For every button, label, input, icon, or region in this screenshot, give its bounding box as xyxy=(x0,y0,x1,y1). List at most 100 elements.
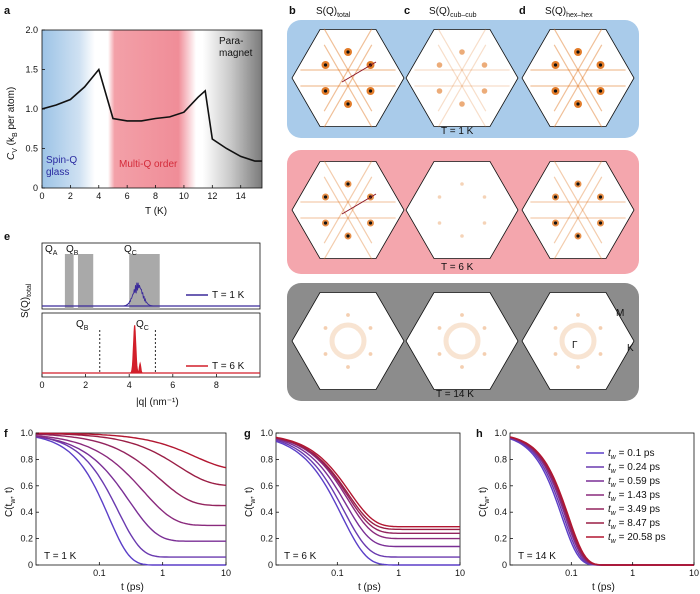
sq-bragg-spot xyxy=(323,352,328,356)
sq-bragg-spot xyxy=(598,352,603,356)
sq-bragg-spot-core xyxy=(576,102,580,106)
legend-sub: w xyxy=(611,538,617,545)
panel-h-legend-entry: tw = 20.58 ps xyxy=(608,532,666,545)
panel-e-xtick-label: 6 xyxy=(170,380,175,390)
legend-sub: w xyxy=(611,482,617,489)
sq-bragg-spot-core xyxy=(368,89,373,93)
sq-bragg-spot-core xyxy=(553,63,558,67)
panel-f-xlabel: t (ps) xyxy=(121,582,144,593)
legend-t: t xyxy=(608,532,612,543)
sq-bragg-spot-core xyxy=(598,195,603,199)
panel-e-label-QC-bottom: QC xyxy=(136,319,149,332)
panel-a-heat-capacity-curve xyxy=(42,67,262,162)
panel-a-chart: 0 2 4 6 8 10 12 14 0 0.5 1.0 1.5 2.0 Spin-Q glass Mu… xyxy=(6,25,263,217)
sq-diffuse-streak xyxy=(323,160,373,244)
sq-bragg-spot-core xyxy=(346,50,350,54)
panel-h-ytick-label: 0.8 xyxy=(494,454,507,464)
panel-g-chart: 0 0.2 0.4 0.6 0.8 1.0 0.1 1 10 t (ps) C(tw, t) T = … xyxy=(244,428,465,593)
sq-map-hexagon xyxy=(521,292,635,390)
sq-diffuse-streak xyxy=(553,176,603,260)
panel-f-chart: 0 0.2 0.4 0.6 0.8 1.0 0.1 1 10 t (ps) C(tw, t) T = … xyxy=(4,428,231,593)
panel-f-series-line xyxy=(35,435,226,558)
panel-h-ytick-label: 0.4 xyxy=(494,507,507,517)
panel-a-background-gradient xyxy=(42,30,262,188)
sq-bragg-spot xyxy=(553,352,558,356)
panel-f-xtick-label: 1 xyxy=(160,568,165,578)
panel-g-series-line xyxy=(275,440,460,566)
panel-e-label-QA: QA xyxy=(45,244,58,257)
panel-f-xtick-label: 10 xyxy=(221,568,231,578)
panel-f-ytick-label: 0.8 xyxy=(20,454,33,464)
legend-value: = 1.43 ps xyxy=(616,490,660,501)
ylabel-end: , t) xyxy=(244,487,255,499)
ylabel-sub: w xyxy=(250,498,257,505)
legend-t: t xyxy=(608,504,612,515)
sq-diffuse-streak xyxy=(553,28,603,112)
legend-t: t xyxy=(608,448,612,459)
panel-letter-f: f xyxy=(4,428,8,440)
panel-a-ytick-label: 1.0 xyxy=(25,104,38,114)
sq-map-hexagon xyxy=(405,292,519,390)
row-temp-6K: T = 6 K xyxy=(441,262,474,273)
sq-bragg-spot-core xyxy=(576,50,580,54)
panel-a-ytick-label: 0 xyxy=(33,183,38,193)
legend-value: = 3.49 ps xyxy=(616,504,660,515)
panel-a-ytick-label: 0.5 xyxy=(25,144,38,154)
ylabel-end: , t) xyxy=(4,487,15,499)
panel-letter-b: b xyxy=(289,5,296,17)
sq-diffuse-streak xyxy=(437,44,487,128)
sq-cut-line xyxy=(341,61,377,83)
region-paramagnet-line1: Para- xyxy=(219,36,243,47)
sq-bragg-spot xyxy=(482,352,487,356)
sq-bragg-spot-core xyxy=(368,221,373,225)
legend-sub: w xyxy=(611,510,617,517)
sq-bragg-spot-core xyxy=(323,89,328,93)
sq-bragg-spot xyxy=(437,326,442,330)
panel-g-ytick-label: 0.6 xyxy=(260,481,273,491)
panel-g-xlabel: t (ps) xyxy=(358,582,381,593)
panel-e-xtick-label: 0 xyxy=(39,380,44,390)
sq-diffuse-streak xyxy=(323,28,373,112)
legend-t: t xyxy=(608,462,612,473)
panel-f-series-line xyxy=(35,436,226,566)
col-title-total: S(Q)total xyxy=(316,6,351,19)
sq-diffuse-streak xyxy=(437,28,487,112)
panel-g-xtick-label: 1 xyxy=(396,568,401,578)
panel-g-series-line xyxy=(275,439,460,558)
panel-e-xtick-label: 4 xyxy=(127,380,132,390)
sq-cut-line xyxy=(341,193,377,215)
sq-bragg-spot-core xyxy=(346,182,350,186)
panel-f-frame xyxy=(35,432,227,566)
panel-g-series-line xyxy=(275,437,460,531)
sq-diffuse-streak xyxy=(553,44,603,128)
legend-t: t xyxy=(608,476,612,487)
panel-e-xtick-label: 8 xyxy=(214,380,219,390)
panel-g-frame xyxy=(275,432,461,566)
sq-bragg-spot xyxy=(436,88,443,94)
sq-bragg-spot xyxy=(436,62,443,68)
sq-diffuse-streak xyxy=(323,28,373,112)
sq-bragg-spot-core xyxy=(553,89,558,93)
region-paramagnet-line2: magnet xyxy=(219,48,253,59)
legend-t: t xyxy=(608,518,612,529)
sq-bragg-spot xyxy=(368,326,373,330)
sq-diffuse-ring xyxy=(443,322,481,360)
panel-e-chart: 0 2 4 6 8 T = 1 K T = 6 K QA QB QC QB QC |q|… xyxy=(20,242,261,408)
col-title-hex-hex: S(Q)hex–hex xyxy=(545,6,593,19)
panel-e-legend-1K: T = 1 K xyxy=(212,290,245,301)
sq-bragg-spot-core xyxy=(576,234,580,238)
panel-h-xtick-label: 1 xyxy=(630,568,635,578)
panel-a-xtick-label: 0 xyxy=(39,191,44,201)
panel-h-legend-entry: tw = 8.47 ps xyxy=(608,518,660,531)
ylabel-sub: w xyxy=(10,498,17,505)
sq-diffuse-streak xyxy=(437,28,487,112)
legend-sub: w xyxy=(611,468,617,475)
panel-f-ytick-label: 0.2 xyxy=(20,534,33,544)
panel-h-legend-entry: tw = 0.24 ps xyxy=(608,462,660,475)
sq-diffuse-ring xyxy=(329,322,367,360)
structure-factor-column-titles: S(Q)total S(Q)cub–cub S(Q)hex–hex xyxy=(316,6,593,19)
sq-bragg-spot-core xyxy=(346,234,350,238)
panel-f-xtick-label: 0.1 xyxy=(93,568,106,578)
